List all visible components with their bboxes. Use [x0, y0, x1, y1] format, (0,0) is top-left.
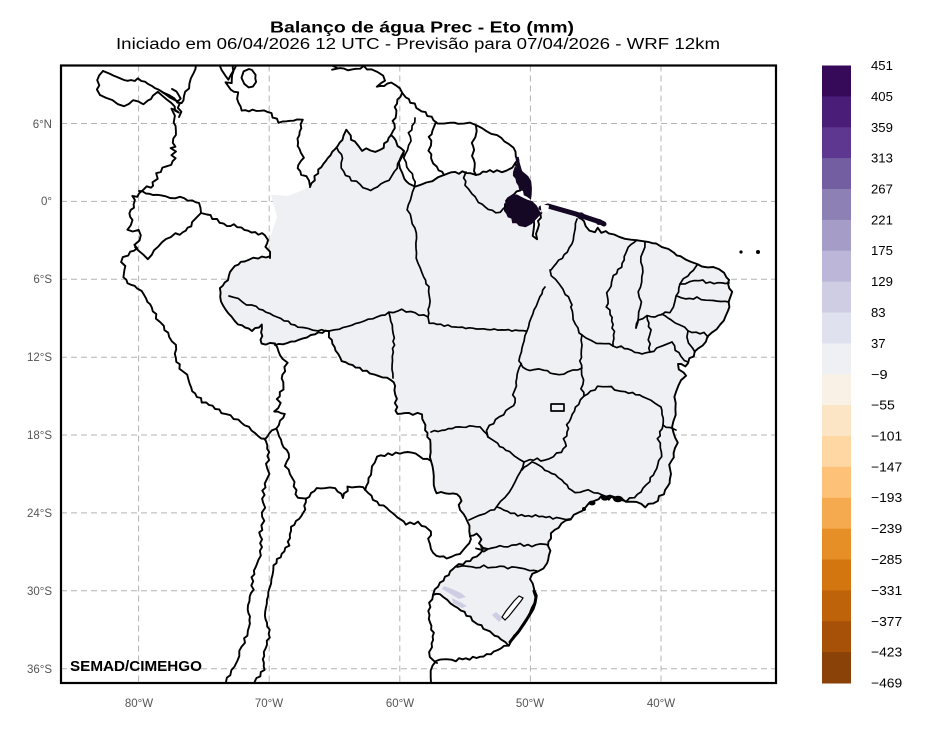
- svg-text:313: 313: [871, 151, 893, 166]
- svg-text:0°: 0°: [41, 196, 52, 208]
- svg-text:−377: −377: [871, 614, 902, 629]
- svg-text:36°S: 36°S: [27, 664, 52, 676]
- svg-text:6°N: 6°N: [33, 119, 52, 131]
- svg-text:24°S: 24°S: [27, 508, 52, 520]
- svg-text:80°W: 80°W: [125, 698, 153, 710]
- svg-text:Balanço de água Prec - Eto (mm: Balanço de água Prec - Eto (mm): [270, 20, 574, 37]
- svg-text:−285: −285: [871, 552, 902, 567]
- svg-text:129: 129: [871, 274, 893, 289]
- svg-text:−331: −331: [871, 583, 902, 598]
- svg-text:40°W: 40°W: [647, 698, 675, 710]
- svg-text:405: 405: [871, 89, 893, 104]
- svg-text:6°S: 6°S: [33, 274, 52, 286]
- svg-text:−469: −469: [871, 676, 902, 691]
- svg-text:SEMAD/CIMEHGO: SEMAD/CIMEHGO: [70, 659, 202, 675]
- svg-text:50°W: 50°W: [516, 698, 544, 710]
- svg-text:37: 37: [871, 336, 886, 351]
- svg-text:359: 359: [871, 120, 893, 135]
- svg-text:175: 175: [871, 243, 893, 258]
- svg-text:−423: −423: [871, 645, 902, 660]
- svg-text:−193: −193: [871, 490, 902, 505]
- svg-text:12°S: 12°S: [27, 352, 52, 364]
- svg-text:221: 221: [871, 212, 893, 227]
- svg-text:−55: −55: [871, 398, 895, 413]
- svg-text:83: 83: [871, 305, 886, 320]
- svg-text:70°W: 70°W: [255, 698, 283, 710]
- svg-text:−147: −147: [871, 459, 902, 474]
- svg-text:451: 451: [871, 58, 893, 73]
- svg-text:Iniciado em 06/04/2026 12 UTC: Iniciado em 06/04/2026 12 UTC - Previsão…: [116, 36, 720, 53]
- svg-text:60°W: 60°W: [386, 698, 414, 710]
- svg-text:30°S: 30°S: [27, 586, 52, 598]
- svg-text:−9: −9: [871, 367, 888, 382]
- svg-text:−239: −239: [871, 521, 902, 536]
- svg-text:−101: −101: [871, 429, 902, 444]
- svg-text:267: 267: [871, 182, 893, 197]
- svg-text:18°S: 18°S: [27, 430, 52, 442]
